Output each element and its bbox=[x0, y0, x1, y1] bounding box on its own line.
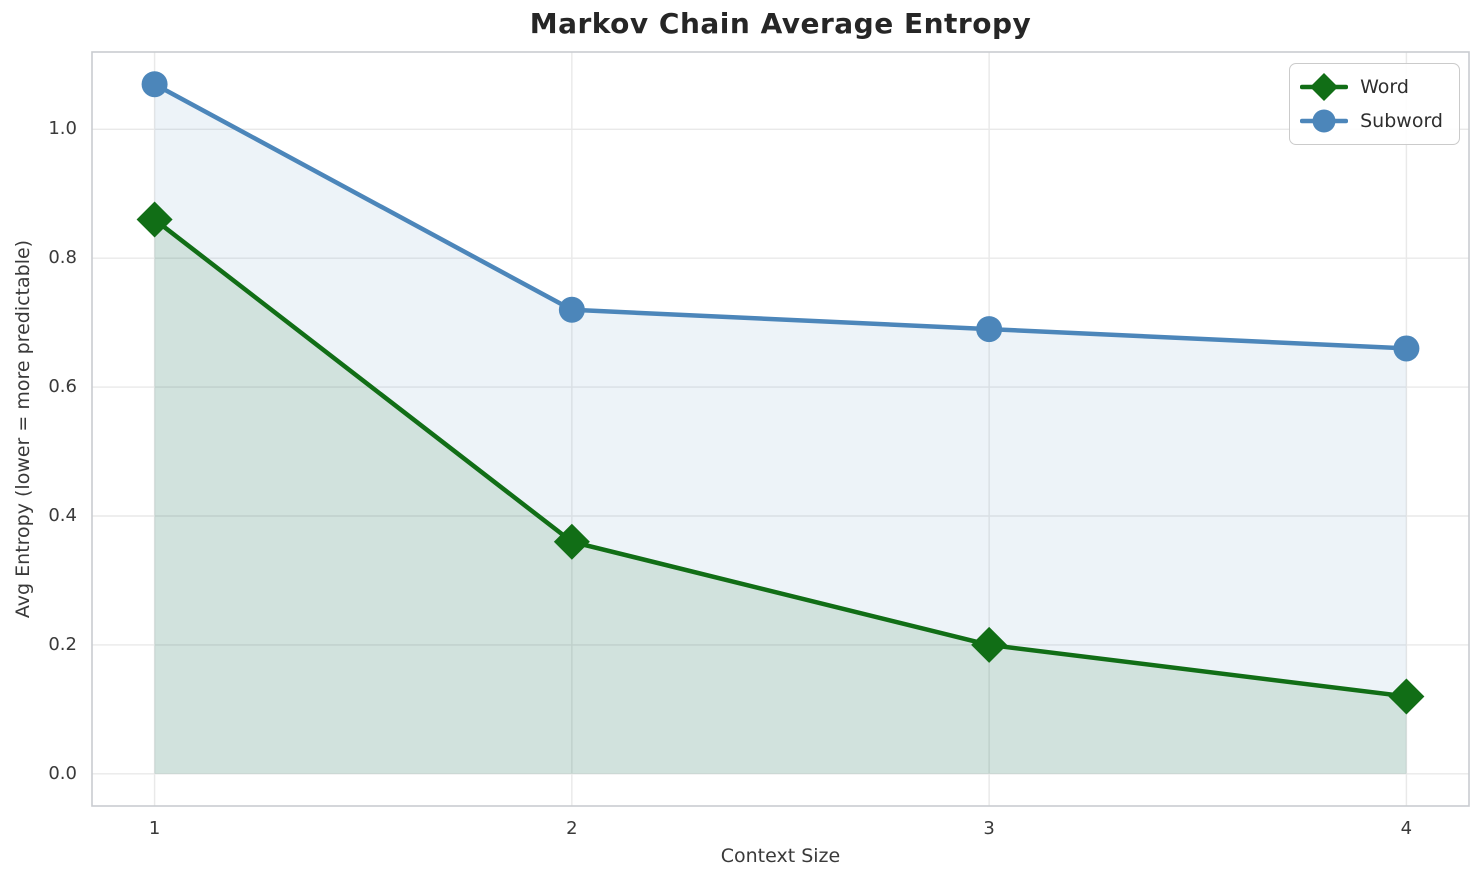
marker-layer bbox=[136, 71, 1425, 715]
legend-diamond-icon bbox=[1310, 73, 1339, 101]
y-tick-label: 1.0 bbox=[48, 118, 77, 140]
diamond-legend-marker-icon bbox=[1300, 73, 1349, 101]
series-line-word bbox=[152, 217, 1409, 699]
plot-border bbox=[91, 51, 1470, 807]
x-tick-label: 4 bbox=[1400, 818, 1413, 839]
fill-layer bbox=[154, 84, 1407, 774]
y-tick-label: 0.8 bbox=[48, 247, 77, 269]
x-tick-label: 3 bbox=[983, 818, 995, 839]
marker-diamond-word bbox=[971, 626, 1008, 663]
y-tick-label: 0.6 bbox=[48, 376, 77, 398]
y-tick-label: 0.4 bbox=[48, 505, 77, 526]
marker-circle-subword bbox=[558, 296, 585, 323]
legend-label: Subword bbox=[1360, 110, 1443, 132]
x-tick-label: 1 bbox=[148, 818, 161, 839]
chart-title: Markov Chain Average Entropy bbox=[529, 7, 1032, 40]
legend-entry-word: Word bbox=[1300, 72, 1443, 102]
y-axis-label: Avg Entropy (lower = more predictable) bbox=[12, 239, 35, 619]
marker-circle-subword bbox=[1393, 335, 1420, 362]
marker-diamond-word bbox=[136, 201, 173, 238]
marker-circle-subword bbox=[976, 316, 1003, 343]
y-tick-label: 0.2 bbox=[48, 633, 77, 655]
legend-circle-icon bbox=[1312, 109, 1336, 133]
marker-diamond-word bbox=[1388, 678, 1425, 715]
area-fill-word bbox=[154, 219, 1407, 774]
area-fill-subword bbox=[154, 84, 1407, 774]
marker-diamond-word bbox=[553, 523, 590, 560]
series-line-subword bbox=[152, 81, 1409, 351]
marker-circle-subword bbox=[141, 71, 168, 98]
legend-label: Word bbox=[1360, 76, 1409, 98]
y-tick-label: 0.0 bbox=[48, 762, 77, 784]
line-layer bbox=[152, 81, 1409, 699]
legend-entry-subword: Subword bbox=[1300, 106, 1443, 136]
x-axis-label: Context Size bbox=[720, 845, 841, 867]
legend: Word Subword bbox=[1289, 63, 1460, 145]
y-axis-label-box: Avg Entropy (lower = more predictable) bbox=[8, 52, 38, 806]
x-tick-label: 2 bbox=[566, 818, 578, 839]
circle-legend-marker-icon bbox=[1300, 109, 1349, 133]
